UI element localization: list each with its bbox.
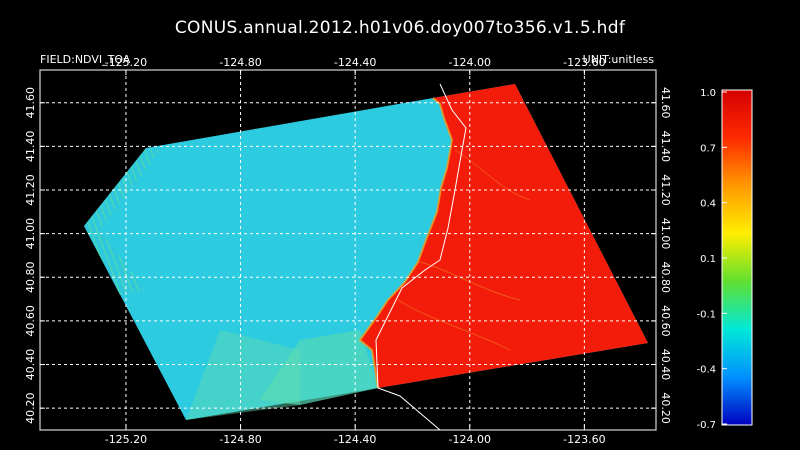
lat-tick-label-left: 41.60 xyxy=(24,87,37,119)
unit-label: UNIT:unitless xyxy=(582,53,654,66)
graticule xyxy=(40,70,656,430)
lat-tick-label-right: 40.60 xyxy=(659,305,672,337)
state-border xyxy=(375,83,467,430)
river xyxy=(397,299,511,351)
river xyxy=(419,261,521,301)
lon-tick-label-top: -124.40 xyxy=(334,56,376,69)
lon-tick-label-bottom: -124.00 xyxy=(449,433,491,446)
lon-tick-label-bottom: -125.20 xyxy=(105,433,147,446)
colorbar-tick-label: -0.4 xyxy=(696,365,716,376)
lat-tick-label-right: 41.00 xyxy=(659,218,672,250)
lat-tick-label-right: 41.60 xyxy=(659,87,672,119)
river xyxy=(454,149,531,201)
lat-tick-label-left: 40.40 xyxy=(24,349,37,381)
colorbar-tick-label: -0.1 xyxy=(696,309,716,320)
lat-tick-label-right: 41.20 xyxy=(659,174,672,206)
lat-tick-label-left: 41.20 xyxy=(24,174,37,206)
lat-tick-label-left: 40.60 xyxy=(24,305,37,337)
lon-tick-label-top: -124.00 xyxy=(449,56,491,69)
lat-tick-label-left: 40.80 xyxy=(24,262,37,294)
axis-labels: -125.20 -125.20 -124.80 -124.80 -124.40 -124.… xyxy=(24,56,672,446)
lon-tick-label-top: -124.80 xyxy=(219,56,261,69)
lon-tick-label-top: -123.60 xyxy=(563,56,605,69)
lat-tick-label-left: 41.00 xyxy=(24,218,37,250)
lon-tick-label-bottom: -124.40 xyxy=(334,433,376,446)
colorbar-labels: 1.0 0.7 0.4 0.1 -0.1 -0.4 -0.7 xyxy=(696,88,727,431)
lat-tick-label-left: 40.20 xyxy=(24,392,37,424)
lat-tick-label-right: 40.80 xyxy=(659,262,672,294)
lat-tick-label-right: 40.20 xyxy=(659,392,672,424)
lon-tick-label-bottom: -123.60 xyxy=(563,433,605,446)
colorbar-tick-label: 0.4 xyxy=(700,199,716,210)
land-region xyxy=(360,84,648,388)
lon-tick-label-bottom: -124.80 xyxy=(219,433,261,446)
colorbar-tick-label: 1.0 xyxy=(700,88,716,99)
ocean-greenish-patch-2 xyxy=(186,330,300,420)
ocean-greenish-patch xyxy=(260,330,378,405)
colorbar-tick-label: -0.7 xyxy=(696,420,716,431)
colorbar-tick-label: 0.7 xyxy=(700,143,716,154)
field-label: FIELD:NDVI_TOA xyxy=(40,53,131,66)
swath-edge-band xyxy=(84,148,160,295)
lon-tick-label-top: -125.20 xyxy=(105,56,147,69)
lat-tick-label-left: 41.40 xyxy=(24,131,37,163)
lat-tick-label-right: 40.40 xyxy=(659,349,672,381)
swath-image xyxy=(84,83,648,430)
map-title: CONUS.annual.2012.h01v06.doy007to356.v1.… xyxy=(174,18,626,38)
lat-tick-label-right: 41.40 xyxy=(659,131,672,163)
colorbar-tick-label: 0.1 xyxy=(700,254,716,265)
coastline xyxy=(358,97,454,389)
